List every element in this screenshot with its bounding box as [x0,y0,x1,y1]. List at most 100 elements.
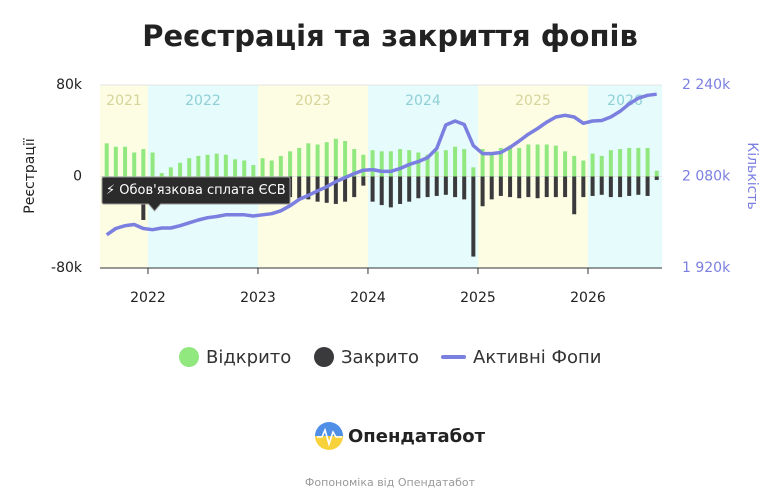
bar [297,176,302,199]
bar [453,146,458,177]
bar [636,147,641,177]
bar [361,154,366,177]
bar [453,176,458,198]
bar [526,144,531,177]
logo-icon [315,422,343,450]
legend-swatch [179,347,199,367]
bar [645,147,650,177]
bar [480,176,485,207]
bar [654,176,659,180]
bar [599,176,604,195]
brand-name: Опендатабот [348,426,486,447]
y-axis-title: Реєстрації [22,138,38,213]
bar [471,167,476,177]
brand-logo: Опендатабот [315,422,486,450]
bar [343,176,348,202]
bar [618,149,623,177]
bar [544,144,549,177]
x-tick-label: 2024 [350,290,386,306]
annotation-box [101,176,291,212]
bar [324,176,329,203]
bar [333,138,338,177]
band-label: 2026 [607,93,643,109]
chart-title: Реєстрація та закриття фопів [142,19,638,53]
bar [572,155,577,177]
bar [462,176,467,200]
y2-tick-label: 1 920k [682,260,731,276]
bar [315,144,320,177]
bar [324,142,329,177]
footer: Фопономіка від Опендатабот [305,476,476,489]
logo-pulse [317,427,342,447]
y2-axis-title: Кількість [744,142,760,209]
x-tick-label: 2026 [570,290,606,306]
bar [425,176,430,198]
bar [553,176,558,198]
bar [132,152,137,177]
legend-swatch [314,347,334,367]
bar [434,151,439,177]
bar [608,176,613,198]
bar [590,176,595,196]
bar [535,176,540,199]
y-tick-label: 80k [56,77,83,93]
bar [251,165,256,177]
bar [352,149,357,177]
bar [233,159,238,177]
bar [370,176,375,202]
bar [113,146,118,177]
bar [627,176,632,196]
bar [196,155,201,177]
legend-label: Активні Фопи [473,347,601,368]
bar [544,176,549,198]
band-label: 2025 [515,93,551,109]
legend-label: Відкрито [206,347,291,368]
x-tick-label: 2025 [460,290,496,306]
bar [489,176,494,200]
bar [462,149,467,177]
bar [168,167,173,177]
bar [553,145,558,177]
bar [526,176,531,198]
bar [480,149,485,177]
bar [563,176,568,198]
bar [343,141,348,177]
band-label: 2023 [295,93,331,109]
bar [608,150,613,177]
bar [398,149,403,177]
bar [306,176,311,200]
band-label: 2024 [405,93,441,109]
bar [581,176,586,198]
bar [407,176,412,202]
bar [214,153,219,177]
bar [645,176,650,196]
x-tick-label: 2022 [130,290,166,306]
bar [434,176,439,196]
bar [141,149,146,177]
bar [352,176,357,198]
bar [563,151,568,177]
bar [443,176,448,195]
legend-label: Закрито [341,347,419,368]
bar [572,176,577,215]
bar [498,147,503,177]
bar [178,162,183,177]
bar [187,158,192,177]
bar [416,176,421,199]
bar [425,154,430,177]
bar [361,176,366,186]
y2-tick-label: 2 240k [682,77,731,93]
bar [388,151,393,177]
bar [205,154,210,177]
bar [159,173,164,177]
bar [388,176,393,208]
bar [104,143,109,177]
bar [443,150,448,177]
bar [508,145,513,177]
bar [278,155,283,177]
annotation-text: ⚡ Обов'язкова сплата ЄСВ [106,183,286,198]
bar [150,152,155,177]
bar [581,160,586,177]
bar [398,176,403,204]
